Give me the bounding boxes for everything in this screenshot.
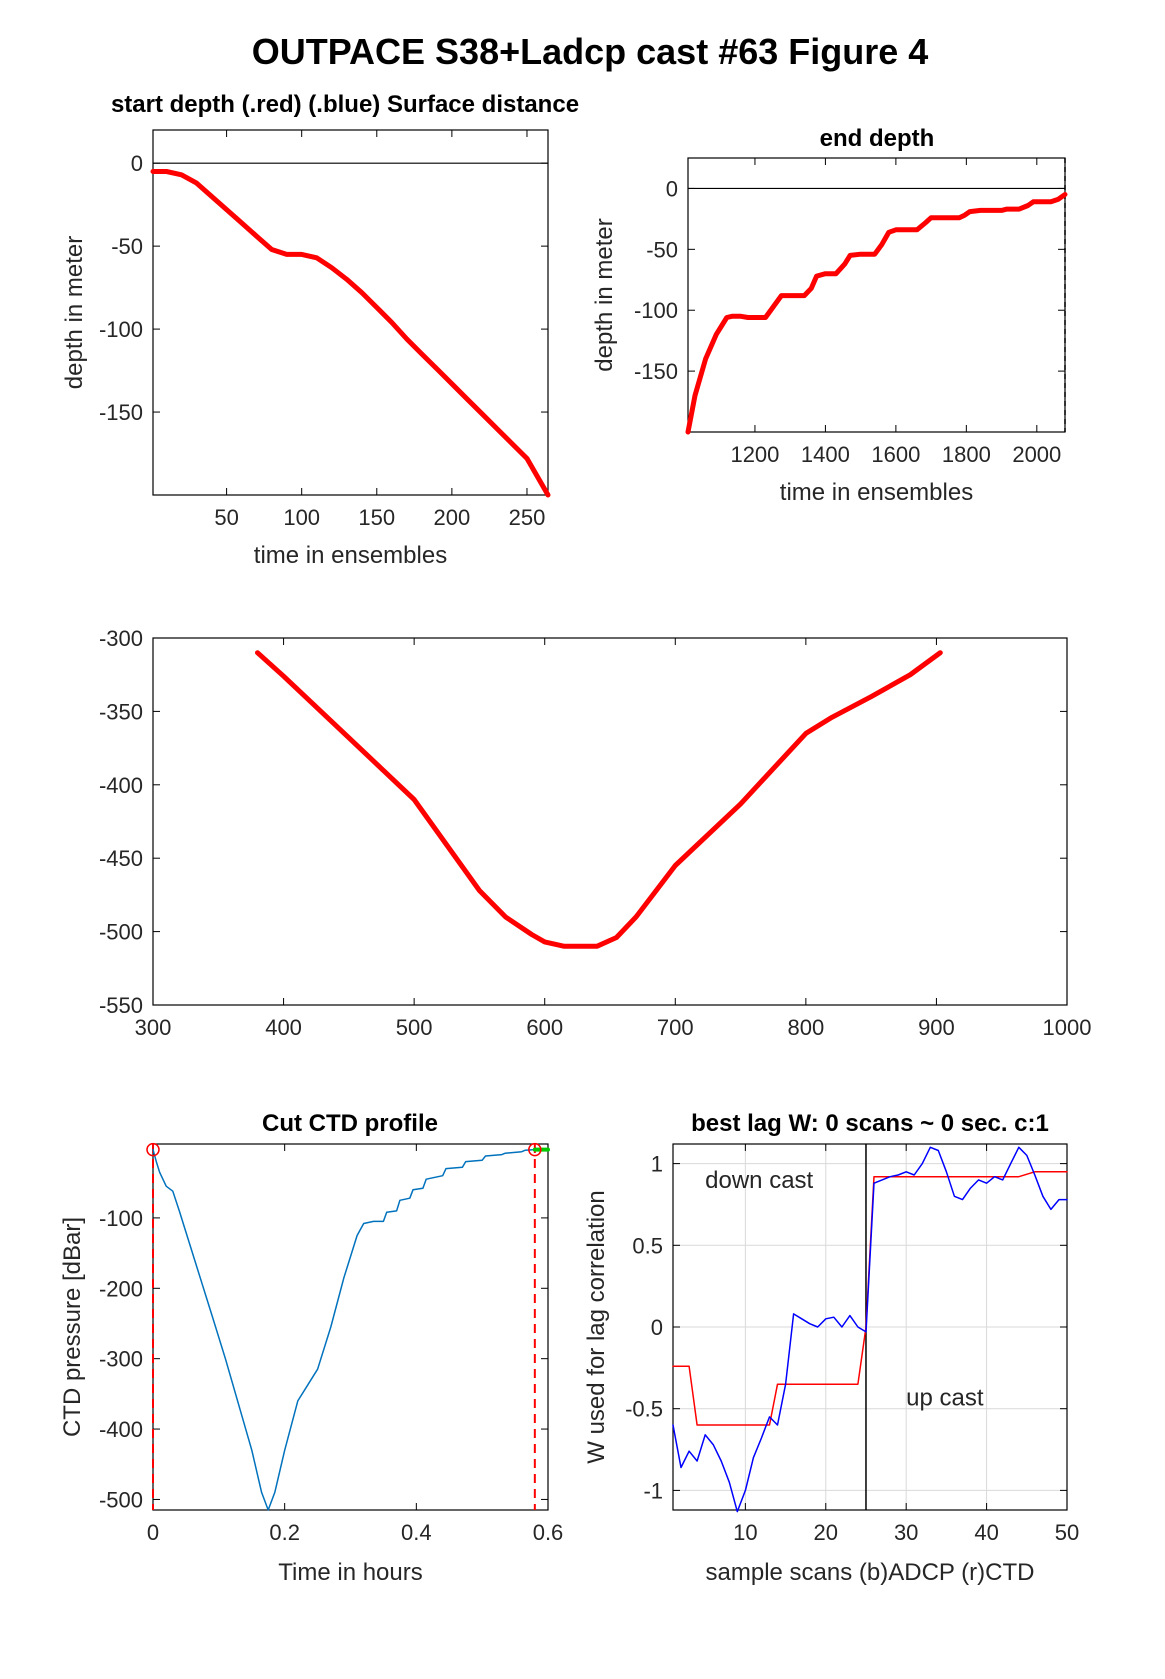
y-tick-label: -400 (99, 773, 143, 798)
y-tick-label: 0 (666, 176, 678, 201)
y-tick-label: -50 (111, 234, 143, 259)
x-tick-label: 800 (787, 1015, 824, 1040)
x-tick-label: 50 (214, 505, 238, 530)
y-tick-label: -1 (643, 1478, 663, 1503)
series-line (150, 169, 551, 498)
x-tick-label: 500 (396, 1015, 433, 1040)
x-axis-label: sample scans (b)ADCP (r)CTD (706, 1559, 1035, 1586)
x-tick-label: 0.2 (269, 1520, 300, 1545)
y-tick-label: -550 (99, 993, 143, 1018)
y-tick-label: 1 (651, 1152, 663, 1177)
x-tick-label: 600 (526, 1015, 563, 1040)
x-tick-label: 1400 (801, 442, 850, 467)
y-tick-label: -100 (634, 298, 678, 323)
x-tick-label: 50 (1055, 1520, 1079, 1545)
x-tick-label: 150 (358, 505, 395, 530)
y-tick-label: -400 (99, 1417, 143, 1442)
x-axis-label: time in ensembles (780, 479, 973, 506)
x-tick-label: 0.6 (533, 1520, 564, 1545)
x-tick-label: 20 (814, 1520, 838, 1545)
series-line (685, 192, 1068, 435)
x-tick-label: 100 (283, 505, 320, 530)
x-tick-label: 700 (657, 1015, 694, 1040)
y-axis-label: W used for lag correlation (583, 1190, 610, 1463)
plot-title: start depth (.red) (.blue) Surface dista… (111, 91, 579, 118)
figure-title: OUTPACE S38+Ladcp cast #63 Figure 4 (252, 31, 929, 72)
series-line (152, 1148, 536, 1511)
x-tick-label: 10 (733, 1520, 757, 1545)
x-tick-label: 250 (509, 505, 546, 530)
y-tick-label: -300 (99, 626, 143, 651)
cut-marker-circle (528, 1142, 542, 1157)
y-tick-label: 0 (651, 1315, 663, 1340)
plot-p4: 0 0.2 0.4 0.6 -100 -200 -300 -400 -500 Cut CTD pr… (59, 1110, 563, 1586)
x-axis-label: Time in hours (278, 1559, 423, 1586)
plot-p2: 1200 1400 1600 1800 2000 0 -50 -100 -150 end dept… (591, 125, 1068, 506)
axes-box (152, 1143, 549, 1511)
x-tick-label: 0 (147, 1520, 159, 1545)
y-axis-label: CTD pressure [dBar] (59, 1217, 86, 1437)
y-tick-label: -100 (99, 317, 143, 342)
x-tick-label: 0.4 (401, 1520, 432, 1545)
chart-annotation: up cast (906, 1384, 984, 1411)
plot-p5: 10 20 30 40 50 1 0.5 0 -0.5 -1 down cast up cast bes… (583, 1110, 1079, 1586)
series-line (672, 1171, 1068, 1426)
cut-marker-circle (146, 1142, 160, 1157)
y-axis-label: depth in meter (61, 236, 88, 389)
y-tick-label: -150 (634, 359, 678, 384)
x-tick-label: 40 (974, 1520, 998, 1545)
x-axis-label: time in ensembles (254, 542, 447, 569)
axes-box (152, 637, 1068, 1006)
axes-box (152, 129, 549, 496)
y-tick-label: 0 (131, 151, 143, 176)
y-tick-label: -300 (99, 1347, 143, 1372)
x-tick-label: 1600 (871, 442, 920, 467)
plot-p3: 300 400 500 600 700 800 900 1000 -300 -350 -400 -45… (99, 626, 1092, 1040)
y-axis-label: depth in meter (591, 218, 618, 371)
y-tick-label: -200 (99, 1276, 143, 1301)
x-tick-label: 1800 (942, 442, 991, 467)
axes-box (687, 157, 1066, 433)
y-tick-label: -500 (99, 920, 143, 945)
plot-title: best lag W: 0 scans ~ 0 sec. c:1 (691, 1110, 1049, 1137)
series-line (255, 650, 943, 949)
chart-annotation: down cast (705, 1167, 813, 1194)
plot-title: end depth (820, 125, 935, 152)
x-tick-label: 200 (434, 505, 471, 530)
y-tick-label: -100 (99, 1206, 143, 1231)
x-tick-label: 2000 (1012, 442, 1061, 467)
x-tick-label: 1000 (1043, 1015, 1092, 1040)
plot-title: Cut CTD profile (262, 1110, 438, 1137)
y-tick-label: -150 (99, 400, 143, 425)
plot-p1: 50 100 150 200 250 0 -50 -100 -150 start depth (.… (61, 91, 579, 569)
y-tick-label: -450 (99, 846, 143, 871)
y-tick-label: -0.5 (625, 1397, 663, 1422)
x-tick-label: 1200 (730, 442, 779, 467)
x-tick-label: 400 (265, 1015, 302, 1040)
x-tick-label: 900 (918, 1015, 955, 1040)
series-line (672, 1146, 1068, 1513)
y-tick-label: -350 (99, 699, 143, 724)
y-tick-label: 0.5 (632, 1233, 663, 1258)
y-tick-label: -50 (646, 237, 678, 262)
y-tick-label: -500 (99, 1487, 143, 1512)
x-tick-label: 30 (894, 1520, 918, 1545)
x-tick-label: 300 (135, 1015, 172, 1040)
